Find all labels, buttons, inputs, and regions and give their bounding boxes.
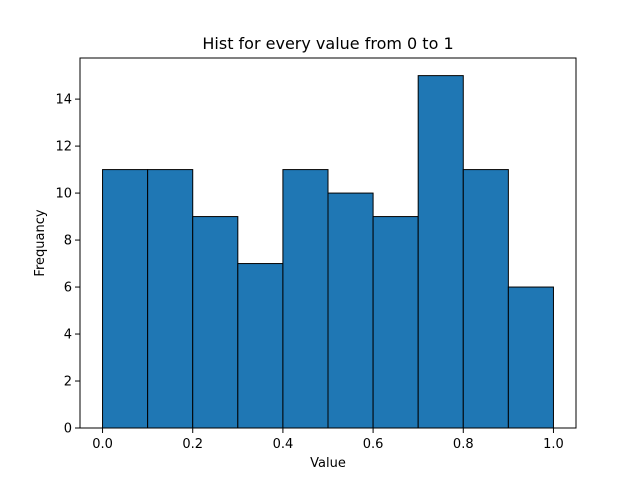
histogram-bar <box>507 286 554 429</box>
histogram-bar <box>237 263 284 429</box>
y-axis-label: Frequancy <box>33 209 48 276</box>
histogram-bar <box>372 216 419 429</box>
histogram-bar <box>327 192 374 429</box>
plot-frame <box>79 57 577 429</box>
x-tick-label: 0.8 <box>453 437 474 452</box>
y-axis: 0 2 4 6 8 10 12 14 <box>55 93 80 437</box>
x-tick-label: 0.2 <box>182 437 203 452</box>
y-tick-label: 2 <box>64 375 72 390</box>
y-tick-label: 12 <box>55 140 72 155</box>
histogram-bar <box>102 169 149 429</box>
histogram-bar <box>192 216 239 429</box>
y-tick-label: 4 <box>64 328 72 343</box>
y-tick-label: 0 <box>64 422 72 437</box>
y-tick-label: 10 <box>55 187 72 202</box>
histogram-bar <box>462 169 509 429</box>
bars-group <box>102 75 554 429</box>
y-tick-label: 14 <box>55 93 72 108</box>
y-tick-label: 8 <box>64 234 72 249</box>
x-axis: 0.0 0.2 0.4 0.6 0.8 1.0 <box>92 428 564 452</box>
y-tick-label: 6 <box>64 281 72 296</box>
histogram-bar <box>147 169 194 429</box>
chart-title: Hist for every value from 0 to 1 <box>202 34 453 53</box>
x-tick-label: 0.4 <box>273 437 294 452</box>
histogram-bar <box>282 169 329 429</box>
x-axis-label: Value <box>310 456 346 471</box>
x-tick-label: 0.0 <box>92 437 113 452</box>
x-tick-label: 1.0 <box>543 437 564 452</box>
x-tick-label: 0.6 <box>363 437 384 452</box>
histogram-bar <box>417 75 464 429</box>
